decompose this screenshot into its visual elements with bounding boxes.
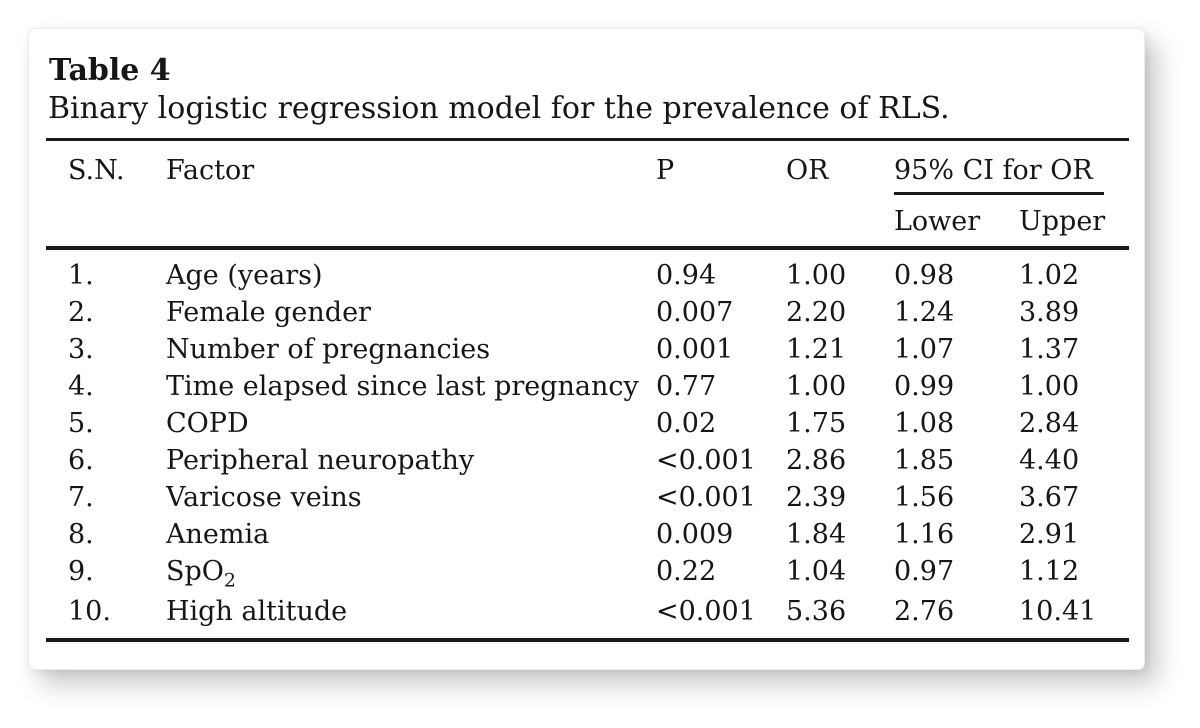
ci-group-label: 95% CI for OR [894,155,1093,186]
cell-upper: 1.37 [1019,334,1080,365]
factor-label: Age (years) [166,260,323,291]
factor-subscript: 2 [223,569,237,592]
cell-lower: 0.98 [894,260,955,291]
table-body: 1. Age (years) 0.94 1.00 0.98 1.02 2. Female ge… [46,248,1129,640]
cell-p: 0.77 [656,371,717,402]
cell-lower: 1.56 [894,482,955,513]
cell-factor: COPD [166,406,656,443]
cell-lower: 1.07 [894,334,955,365]
cell-lower: 0.99 [894,371,955,402]
cell-upper: 2.84 [1019,408,1080,439]
factor-label: Peripheral neuropathy [166,445,475,476]
cell-lower: 0.97 [894,556,955,587]
cell-p: 0.22 [656,556,717,587]
cell-lower: 1.08 [894,408,955,439]
cell-upper: 3.67 [1019,482,1080,513]
table-caption: Binary logistic regression model for the… [48,91,950,126]
cell-p: <0.001 [656,445,756,476]
col-header-lower: Lower [894,195,1019,250]
cell-sn: 10. [68,596,111,628]
factor-label: Varicose veins [166,482,362,513]
cell-or: 1.75 [786,408,847,439]
cell-upper: 4.40 [1019,445,1080,476]
factor-label: Anemia [166,519,270,550]
table-row: 7. Varicose veins <0.001 2.39 1.56 3.67 [46,480,1129,517]
regression-table: S.N. Factor P OR 95% CI for OR Lower Upp… [46,138,1130,643]
factor-label: Female gender [166,297,371,328]
col-header-sn: S.N. [46,139,166,250]
cell-p: 0.009 [656,519,734,550]
cell-p: <0.001 [656,596,756,628]
cell-or: 2.39 [786,482,847,513]
col-header-or: OR [786,139,894,250]
cell-or: 1.04 [786,556,847,587]
cell-or: 5.36 [786,596,847,628]
factor-label: Number of pregnancies [166,334,491,365]
cell-factor: Age (years) [166,248,656,295]
cell-upper: 3.89 [1019,297,1080,328]
cell-sn: 9. [68,556,94,587]
col-header-upper: Upper [1019,195,1130,250]
cell-factor: Female gender [166,295,656,332]
cell-or: 2.20 [786,297,847,328]
cell-factor: Number of pregnancies [166,332,656,369]
cell-sn: 3. [68,334,94,365]
table-row: 2. Female gender 0.007 2.20 1.24 3.89 [46,295,1129,332]
table-row: 5. COPD 0.02 1.75 1.08 2.84 [46,406,1129,443]
cell-p: <0.001 [656,482,756,513]
cell-lower: 1.85 [894,445,955,476]
factor-label: SpO [166,556,224,587]
cell-p: 0.001 [656,334,734,365]
cell-factor: Peripheral neuropathy [166,443,656,480]
cell-upper: 1.00 [1019,371,1080,402]
cell-or: 1.21 [786,334,847,365]
table-row: 1. Age (years) 0.94 1.00 0.98 1.02 [46,248,1129,295]
cell-sn: 5. [68,408,94,439]
table-row: 6. Peripheral neuropathy <0.001 2.86 1.85 4.4… [46,443,1129,480]
cell-or: 1.00 [786,260,847,291]
cell-lower: 1.24 [894,297,955,328]
cell-or: 1.00 [786,371,847,402]
cell-upper: 1.02 [1019,260,1080,291]
cell-factor: High altitude [166,594,656,640]
cell-upper: 1.12 [1019,556,1080,587]
cell-upper: 10.41 [1019,596,1097,628]
table-row: 8. Anemia 0.009 1.84 1.16 2.91 [46,517,1129,554]
cell-p: 0.02 [656,408,717,439]
cell-sn: 8. [68,519,94,550]
table-row: 10. High altitude <0.001 5.36 2.76 10.41 [46,594,1129,640]
cell-sn: 4. [68,371,94,402]
table-title: Table 4 [49,53,171,88]
col-header-ci-group: 95% CI for OR [894,140,1129,195]
cell-upper: 2.91 [1019,519,1080,550]
factor-label: Time elapsed since last pregnancy [166,371,639,402]
cell-or: 2.86 [786,445,847,476]
cell-p: 0.94 [656,260,717,291]
cell-lower: 1.16 [894,519,955,550]
factor-label: COPD [166,408,249,439]
cell-lower: 2.76 [894,596,955,628]
col-header-factor: Factor [166,139,656,250]
cell-factor: Anemia [166,517,656,554]
table-card: Table 4 Binary logistic regression model… [28,28,1145,670]
ci-group-underline [894,192,1105,195]
factor-label: High altitude [166,596,348,628]
cell-sn: 1. [68,260,94,291]
table-row: 4. Time elapsed since last pregnancy 0.77 1… [46,369,1129,406]
cell-factor: SpO2 [166,554,656,594]
table-row: 9. SpO2 0.22 1.04 0.97 1.12 [46,554,1129,594]
cell-sn: 7. [68,482,94,513]
cell-or: 1.84 [786,519,847,550]
cell-factor: Time elapsed since last pregnancy [166,369,656,406]
cell-sn: 6. [68,445,94,476]
col-header-p: P [656,139,786,250]
cell-sn: 2. [68,297,94,328]
table-row: 3. Number of pregnancies 0.001 1.21 1.07 1.37 [46,332,1129,369]
cell-p: 0.007 [656,297,734,328]
table-header: S.N. Factor P OR 95% CI for OR Lower Upp… [46,139,1130,250]
cell-factor: Varicose veins [166,480,656,517]
